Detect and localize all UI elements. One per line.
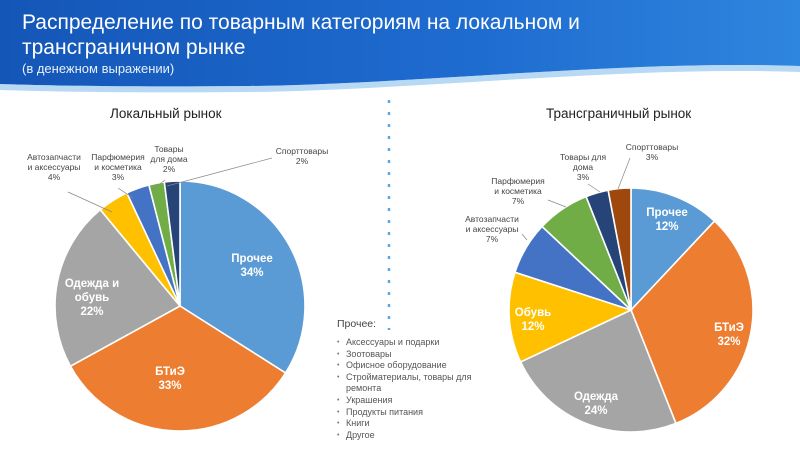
slice-label-prochee: Прочее 34% — [231, 253, 273, 279]
pie-slice-obuv — [508, 271, 634, 364]
notes-item: Аксессуары и подарки — [337, 337, 497, 349]
slice-label-parfyumeriya-i-kosmetika: Парфюмерия и косметика 3% — [91, 152, 145, 199]
slice-label-parfyumeriya-i-kosmetika: Парфюмерия и косметика 7% — [491, 176, 567, 208]
slice-label-prochee: Прочее 12% — [646, 207, 688, 233]
slice-label-btie: БТиЭ 33% — [155, 366, 185, 392]
chart-title-local: Локальный рынок — [110, 106, 222, 121]
slice-label-avtozapchasti-i-aksessuary: Автозапчасти и аксессуары 4% — [27, 152, 113, 213]
slice-label-odezhda-i-obuv: Одежда и обувь 22% — [65, 278, 119, 318]
leader-line — [617, 157, 631, 190]
notes-item: Продукты питания — [337, 407, 497, 419]
notes-title: Прочее: — [337, 318, 377, 330]
slice-label-odezhda: Одежда 24% — [574, 391, 619, 417]
notes-item: Книги — [337, 418, 497, 430]
notes-item: Другое — [337, 430, 497, 442]
slice-label-sporttovary: Спорттовары 3% — [617, 142, 678, 190]
leader-line — [151, 179, 166, 191]
slice-label-tovary-dlya-doma: Товары для дома 2% — [150, 144, 188, 191]
leader-line — [547, 199, 567, 208]
pie-slice-odezhda-i-obuv — [54, 208, 182, 368]
header-swoosh — [0, 65, 800, 93]
pie-slice-sporttovary — [607, 187, 632, 311]
leader-line — [117, 187, 134, 199]
slice-label-sporttovary: Спорттовары 2% — [166, 146, 328, 187]
notes-prochee: Прочее: Аксессуары и подарки Зоотовары О… — [337, 318, 497, 441]
leader-line — [67, 191, 113, 213]
leader-line — [587, 183, 601, 193]
chart-title-crossborder: Трансграничный рынок — [546, 106, 692, 121]
slice-label-avtozapchasti-i-aksessuary: Автозапчасти и аксессуары 7% — [465, 214, 528, 244]
leader-line — [521, 233, 528, 241]
notes-item: Офисное оборудование — [337, 360, 497, 372]
pie-slice-sporttovary — [163, 180, 181, 307]
pie-slice-odezhda — [519, 308, 677, 433]
pie-slice-prochee — [630, 187, 716, 313]
slice-label-btie: БТиЭ 32% — [714, 322, 744, 348]
leader-line — [166, 157, 273, 187]
pie-slice-btie — [630, 219, 754, 425]
notes-item: Зоотовары — [337, 349, 497, 361]
header-band — [0, 0, 800, 87]
page-subtitle: (в денежном выражении) — [22, 61, 175, 76]
notes-item: Стройматериалы, товары для ремонта — [337, 372, 497, 395]
page-title: Распределение по товарным категориям на … — [22, 11, 580, 59]
section-divider — [387, 100, 391, 330]
notes-item: Украшения — [337, 395, 497, 407]
slice-label-obuv: Обувь 12% — [515, 307, 551, 333]
notes-list: Аксессуары и подарки Зоотовары Офисное о… — [337, 337, 497, 441]
slice-label-tovary-dlya-doma: Товары для дома 3% — [560, 152, 607, 193]
